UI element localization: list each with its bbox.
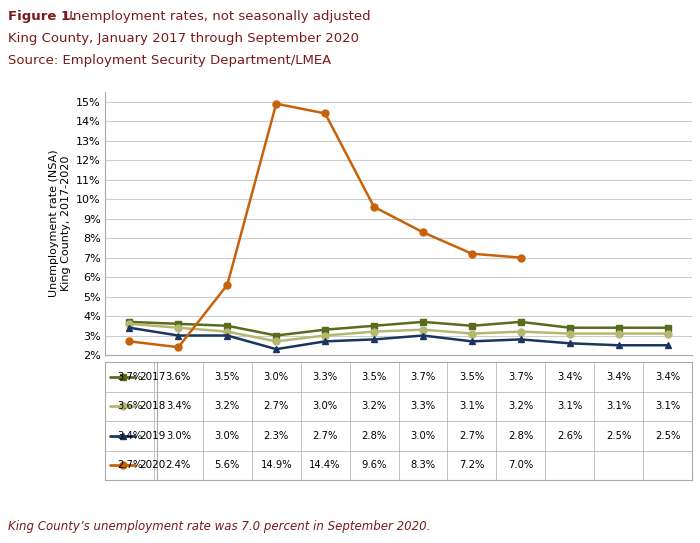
- Text: 2.8%: 2.8%: [508, 431, 533, 441]
- Text: 3.0%: 3.0%: [166, 431, 191, 441]
- Text: 2.3%: 2.3%: [264, 431, 289, 441]
- Text: 2018: 2018: [139, 401, 165, 411]
- Text: 14.9%: 14.9%: [260, 460, 292, 470]
- Text: 3.4%: 3.4%: [557, 372, 582, 382]
- Text: 3.6%: 3.6%: [117, 401, 142, 411]
- Text: 2.7%: 2.7%: [312, 431, 338, 441]
- Text: 3.0%: 3.0%: [410, 431, 435, 441]
- Text: 5.6%: 5.6%: [215, 460, 240, 470]
- Text: 3.1%: 3.1%: [459, 401, 484, 411]
- Text: 3.4%: 3.4%: [166, 401, 191, 411]
- Text: 3.3%: 3.3%: [313, 372, 337, 382]
- Text: 3.2%: 3.2%: [508, 401, 533, 411]
- Text: 3.6%: 3.6%: [166, 372, 191, 382]
- Text: 9.6%: 9.6%: [361, 460, 386, 470]
- Text: 3.5%: 3.5%: [361, 372, 386, 382]
- Text: 14.4%: 14.4%: [309, 460, 341, 470]
- Text: 3.7%: 3.7%: [410, 372, 435, 382]
- Text: 2.7%: 2.7%: [117, 460, 142, 470]
- Text: 2.5%: 2.5%: [655, 431, 680, 441]
- Text: Source: Employment Security Department/LMEA: Source: Employment Security Department/L…: [8, 54, 331, 67]
- Text: 3.0%: 3.0%: [215, 431, 240, 441]
- Text: 2020: 2020: [139, 460, 165, 470]
- Text: 3.0%: 3.0%: [313, 401, 337, 411]
- Text: Figure 1.: Figure 1.: [8, 10, 76, 23]
- Text: 2.6%: 2.6%: [557, 431, 582, 441]
- Text: 3.1%: 3.1%: [557, 401, 582, 411]
- Text: 7.2%: 7.2%: [459, 460, 484, 470]
- Text: King County’s unemployment rate was 7.0 percent in September 2020.: King County’s unemployment rate was 7.0 …: [8, 520, 430, 533]
- Text: 3.2%: 3.2%: [361, 401, 386, 411]
- Text: 3.5%: 3.5%: [215, 372, 240, 382]
- Text: 2.7%: 2.7%: [459, 431, 484, 441]
- Text: 7.0%: 7.0%: [508, 460, 533, 470]
- Text: Unemployment rates, not seasonally adjusted: Unemployment rates, not seasonally adjus…: [59, 10, 371, 23]
- Text: 2019: 2019: [139, 431, 165, 441]
- Text: 3.7%: 3.7%: [117, 372, 142, 382]
- Text: 2.7%: 2.7%: [263, 401, 289, 411]
- Text: 2.4%: 2.4%: [166, 460, 191, 470]
- Text: 3.1%: 3.1%: [655, 401, 680, 411]
- Text: 3.5%: 3.5%: [459, 372, 484, 382]
- Text: 2.8%: 2.8%: [361, 431, 386, 441]
- Text: 3.4%: 3.4%: [117, 431, 142, 441]
- Text: King County, January 2017 through September 2020: King County, January 2017 through Septem…: [8, 32, 359, 45]
- Text: 3.4%: 3.4%: [655, 372, 680, 382]
- Text: 2.5%: 2.5%: [606, 431, 631, 441]
- Text: 3.7%: 3.7%: [508, 372, 533, 382]
- Text: 2017: 2017: [139, 372, 165, 382]
- Y-axis label: Unemployment rate (NSA)
King County, 2017-2020: Unemployment rate (NSA) King County, 201…: [49, 150, 71, 298]
- Text: 3.4%: 3.4%: [606, 372, 631, 382]
- Text: 3.0%: 3.0%: [264, 372, 289, 382]
- Text: 3.1%: 3.1%: [606, 401, 631, 411]
- Text: 8.3%: 8.3%: [410, 460, 435, 470]
- Text: 3.3%: 3.3%: [410, 401, 435, 411]
- Text: 3.2%: 3.2%: [215, 401, 240, 411]
